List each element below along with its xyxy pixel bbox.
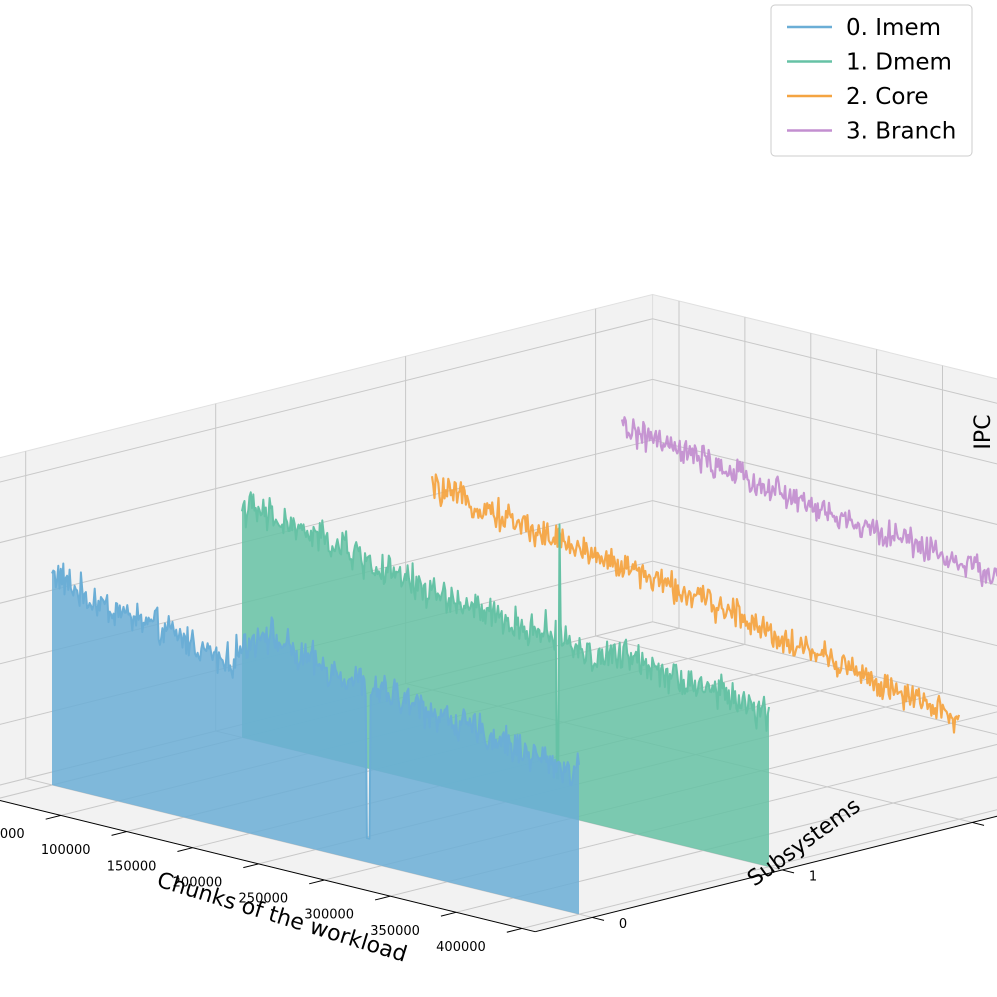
legend-label: 2. Core [846, 84, 929, 110]
z-grid-line [0, 318, 997, 483]
series-line-0 [51, 562, 580, 840]
x-tick-mark [506, 927, 523, 933]
x-tick-mark [45, 814, 61, 820]
y-tick-label: 0 [619, 917, 627, 932]
x-tick-mark [177, 847, 193, 852]
legend-label: 1. Dmem [846, 50, 952, 76]
series-area-0 [52, 563, 579, 915]
y-axis-line [535, 815, 997, 933]
x-tick-mark [243, 863, 259, 869]
x-tick-label: 250000 [239, 892, 289, 907]
z-grid-line [0, 378, 997, 544]
series-line-1 [241, 491, 770, 780]
x-axis-line [0, 799, 536, 933]
x-tick-label: 150000 [107, 859, 157, 874]
legend-label: 3. Branch [846, 119, 956, 145]
x-tick-label: 350000 [370, 924, 420, 939]
x-tick-label: 400000 [436, 940, 486, 955]
series-line-2 [430, 473, 961, 734]
legend-label: 0. Imem [846, 15, 941, 41]
z-grid-line [0, 500, 997, 665]
y-tick-mark [782, 869, 795, 874]
series-layer [51, 416, 997, 915]
y-tick-mark [972, 821, 985, 826]
x-tick-label: 300000 [304, 908, 354, 923]
x-tick-label: 50000 [0, 827, 25, 842]
y-tick-mark [592, 916, 605, 921]
series-area-1 [242, 492, 769, 867]
axis-lines [0, 799, 997, 933]
x-tick-mark [440, 911, 457, 917]
x-tick-mark [309, 879, 325, 885]
z-axis-label: IPC [971, 414, 996, 449]
legend: 0. Imem 1. Dmem 2. Core 3. Branch [770, 4, 973, 157]
series-line-3 [620, 416, 997, 588]
legend-frame [770, 4, 973, 157]
x-tick-mark [374, 895, 391, 901]
x-tick-label: 100000 [41, 843, 91, 858]
x-grid-line [521, 809, 997, 929]
x-grid-line [390, 743, 997, 897]
y-tick-label: 1 [809, 870, 817, 885]
x-tick-label: 200000 [173, 875, 223, 890]
tick-marks: 0 50000 100000 150000 200000 250000 300000 3500… [0, 814, 985, 955]
x-tick-mark [111, 831, 127, 836]
x-grid-line [455, 776, 997, 913]
